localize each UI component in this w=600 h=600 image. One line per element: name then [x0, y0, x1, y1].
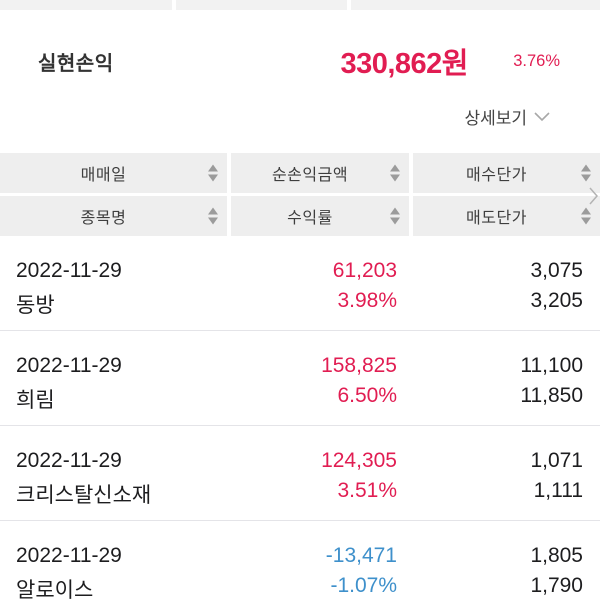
net-pl-value: -13,471	[325, 544, 397, 567]
table-header: 매매일 순손익금액 매수단가 종목명 수익률 매도단가	[0, 153, 600, 239]
sell-price-value: 1,111	[533, 479, 583, 502]
trade-row[interactable]: 2022-11-29 158,825 11,100 희림 6.50% 11,85…	[0, 331, 600, 426]
header-trade-date[interactable]: 매매일	[0, 153, 227, 193]
buy-price-value: 11,100	[520, 354, 583, 377]
trade-row[interactable]: 2022-11-29 61,203 3,075 동방 3.98% 3,205	[0, 236, 600, 331]
detail-view-button[interactable]: 상세보기	[464, 104, 550, 129]
chevron-down-icon	[534, 111, 550, 122]
header-label: 매매일	[80, 167, 127, 184]
header-row-2: 종목명 수익률 매도단가	[0, 196, 600, 236]
sell-price-value: 1,790	[530, 574, 583, 597]
sell-price-value: 11,850	[520, 384, 583, 407]
trade-row[interactable]: 2022-11-29 -13,471 1,805 알로이스 -1.07% 1,7…	[0, 521, 600, 600]
header-row-1: 매매일 순손익금액 매수단가	[0, 153, 600, 193]
header-net-pl[interactable]: 순손익금액	[231, 153, 409, 193]
sort-arrows-icon[interactable]	[208, 207, 218, 225]
realized-profit-percent: 3.76%	[513, 52, 560, 70]
realized-profit-label: 실현손익	[38, 53, 114, 75]
strip-gap	[172, 0, 176, 10]
sort-arrows-icon[interactable]	[390, 164, 400, 182]
stock-name: 희림	[16, 389, 55, 412]
header-stock-name[interactable]: 종목명	[0, 196, 227, 236]
header-sell-price[interactable]: 매도단가	[413, 196, 600, 236]
header-label: 수익률	[287, 210, 333, 227]
header-buy-price[interactable]: 매수단가	[413, 153, 600, 193]
header-label: 매수단가	[466, 167, 527, 184]
trade-date: 2022-11-29	[16, 544, 122, 567]
strip-segment	[176, 0, 347, 10]
sort-arrows-icon[interactable]	[208, 164, 218, 182]
buy-price-value: 3,075	[530, 259, 583, 282]
net-pl-value: 61,203	[332, 259, 397, 282]
trade-date: 2022-11-29	[16, 259, 122, 282]
trade-list: 2022-11-29 61,203 3,075 동방 3.98% 3,205 2…	[0, 236, 600, 600]
sort-arrows-icon[interactable]	[390, 207, 400, 225]
header-label: 종목명	[80, 210, 127, 227]
header-label: 매도단가	[466, 210, 527, 227]
trade-row[interactable]: 2022-11-29 124,305 1,071 크리스탈신소재 3.51% 1…	[0, 426, 600, 521]
buy-price-value: 1,805	[530, 544, 583, 567]
net-pl-value: 158,825	[321, 354, 397, 377]
header-label: 순손익금액	[271, 167, 349, 184]
return-rate-value: 3.98%	[337, 289, 397, 312]
return-rate-value: 3.51%	[337, 479, 397, 502]
return-rate-value: -1.07%	[330, 574, 397, 597]
strip-segment	[351, 0, 600, 10]
chevron-right-icon[interactable]	[587, 186, 600, 211]
trade-date: 2022-11-29	[16, 449, 122, 472]
trade-date: 2022-11-29	[16, 354, 122, 377]
stock-name: 크리스탈신소재	[16, 484, 152, 507]
net-pl-value: 124,305	[321, 449, 397, 472]
stock-name: 알로이스	[16, 579, 94, 600]
realized-profit-amount: 330,862원	[340, 48, 468, 80]
sell-price-value: 3,205	[530, 289, 583, 312]
sort-arrows-icon[interactable]	[581, 164, 591, 182]
header-return-rate[interactable]: 수익률	[231, 196, 409, 236]
previous-table-edge	[0, 0, 600, 10]
strip-segment	[0, 0, 172, 10]
sort-arrows-icon[interactable]	[581, 207, 591, 225]
detail-view-label: 상세보기	[464, 109, 527, 128]
stock-name: 동방	[16, 294, 55, 317]
return-rate-value: 6.50%	[337, 384, 397, 407]
buy-price-value: 1,071	[530, 449, 583, 472]
strip-gap	[347, 0, 351, 10]
